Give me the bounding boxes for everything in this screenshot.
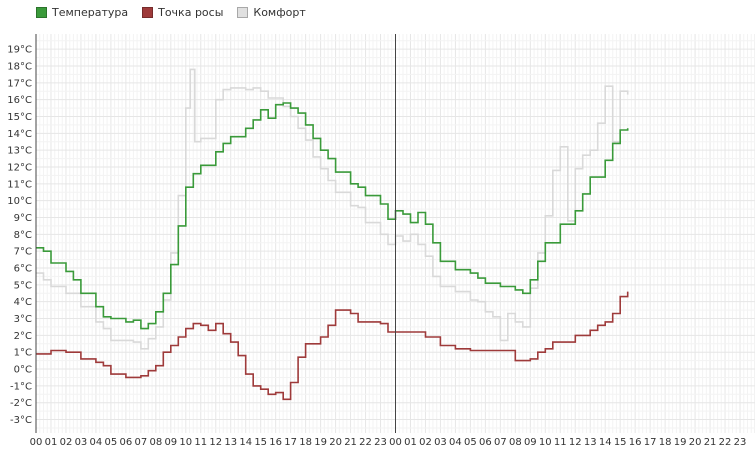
y-tick-label: 14°C: [7, 129, 32, 140]
legend-item-temperature[interactable]: Температура: [36, 6, 128, 19]
y-tick-label: 5°C: [14, 280, 32, 291]
x-tick-label: 23: [374, 437, 387, 448]
legend-swatch-comfort: [237, 6, 249, 18]
y-tick-label: 0°C: [14, 365, 32, 376]
x-tick-label: 01: [45, 437, 58, 448]
series-line-temperature: [36, 102, 629, 330]
x-tick-label: 11: [554, 437, 567, 448]
y-tick-label: 3°C: [14, 314, 32, 325]
y-tick-label: 1°C: [14, 348, 32, 359]
x-tick-label: 12: [209, 437, 222, 448]
x-tick-label: 20: [329, 437, 342, 448]
x-tick-label: 22: [719, 437, 732, 448]
x-tick-label: 00: [389, 437, 402, 448]
x-tick-label: 03: [75, 437, 88, 448]
axes: 19°C 18°C 17°C 16°C 15°C 14°C 13°C 12°C 11°C 10°C…: [7, 34, 746, 448]
x-tick-label: 18: [299, 437, 312, 448]
x-tick-label: 09: [164, 437, 177, 448]
x-tick-label: 10: [179, 437, 192, 448]
x-tick-label: 03: [434, 437, 447, 448]
x-tick-label: 21: [344, 437, 357, 448]
x-tick-label: 19: [674, 437, 687, 448]
y-tick-label: 17°C: [7, 78, 32, 89]
series-group: [36, 68, 629, 401]
y-tick-label: 16°C: [7, 95, 32, 106]
x-tick-label: 07: [134, 437, 147, 448]
legend-item-comfort[interactable]: Комфорт: [237, 5, 306, 19]
series-line-dew-point: [36, 291, 629, 401]
x-tick-label: 23: [734, 437, 747, 448]
x-tick-label: 04: [449, 437, 462, 448]
y-tick-label: 12°C: [7, 163, 32, 174]
x-tick-label: 05: [105, 437, 118, 448]
legend-swatch-temperature: [36, 6, 47, 18]
legend-label-dew-point: Точка росы: [158, 5, 224, 19]
x-tick-label: 14: [239, 437, 252, 448]
x-tick-label: 13: [584, 437, 597, 448]
x-tick-label: 12: [569, 437, 582, 448]
y-tick-label: 18°C: [7, 61, 32, 72]
legend-label-comfort: Комфорт: [253, 5, 306, 19]
y-tick-label: -1°C: [10, 381, 32, 392]
x-tick-label: 13: [224, 437, 237, 448]
y-tick-label: -3°C: [10, 415, 32, 426]
x-tick-label: 14: [599, 437, 612, 448]
y-tick-label: 9°C: [14, 213, 32, 224]
x-tick-label: 08: [149, 437, 162, 448]
x-tick-label: 15: [614, 437, 627, 448]
legend-label-temperature: Температура: [52, 5, 129, 19]
y-tick-label: 2°C: [14, 331, 32, 342]
x-tick-label: 04: [90, 437, 103, 448]
x-tick-label: 16: [269, 437, 282, 448]
y-tick-label: 11°C: [7, 179, 32, 190]
y-tick-label: 7°C: [14, 247, 32, 258]
y-tick-label: -2°C: [10, 398, 32, 409]
x-tick-label: 10: [539, 437, 552, 448]
x-tick-label: 06: [120, 437, 133, 448]
legend-item-dew-point[interactable]: Точка росы: [142, 6, 223, 19]
x-tick-label: 18: [659, 437, 672, 448]
x-tick-label: 19: [314, 437, 327, 448]
legend: Температура Точка росы Комфорт: [36, 4, 320, 20]
x-tick-label: 02: [419, 437, 432, 448]
x-tick-label: 09: [524, 437, 537, 448]
y-tick-label: 15°C: [7, 112, 32, 123]
x-tick-label: 15: [254, 437, 267, 448]
x-tick-label: 01: [404, 437, 417, 448]
y-tick-label: 13°C: [7, 146, 32, 157]
y-tick-label: 4°C: [14, 297, 32, 308]
x-tick-label: 00: [30, 437, 43, 448]
x-tick-label: 20: [689, 437, 702, 448]
x-tick-label: 17: [284, 437, 297, 448]
y-tick-label: 8°C: [14, 230, 32, 241]
x-tick-label: 16: [629, 437, 642, 448]
x-tick-label: 22: [359, 437, 372, 448]
x-tick-label: 06: [479, 437, 492, 448]
x-tick-label: 07: [494, 437, 507, 448]
y-tick-label: 10°C: [7, 196, 32, 207]
x-tick-label: 05: [464, 437, 477, 448]
x-tick-label: 21: [704, 437, 717, 448]
x-tick-label: 17: [644, 437, 657, 448]
x-tick-label: 02: [60, 437, 73, 448]
y-tick-label: 6°C: [14, 264, 32, 275]
y-tick-label: 19°C: [7, 45, 32, 56]
x-tick-label: 11: [194, 437, 207, 448]
x-tick-label: 08: [509, 437, 522, 448]
legend-swatch-dew-point: [142, 6, 154, 18]
